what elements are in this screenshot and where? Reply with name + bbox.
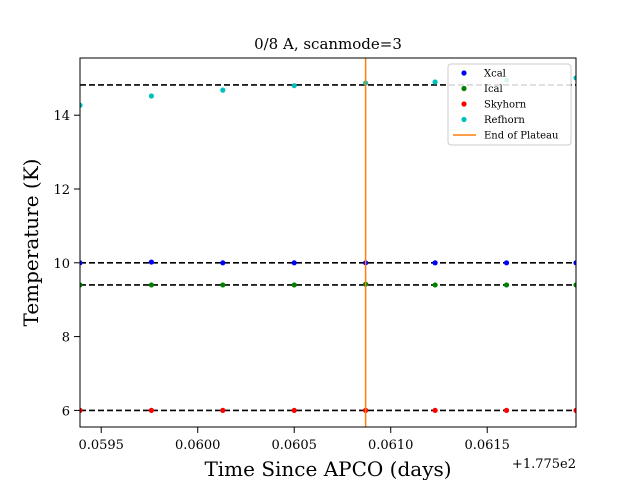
data-point-ical xyxy=(432,282,438,288)
x-tick-label: 0.0600 xyxy=(175,438,221,453)
y-tick-label: 10 xyxy=(53,257,70,272)
x-tick-label: 0.0610 xyxy=(368,438,414,453)
data-point-ical xyxy=(503,282,510,288)
data-point-xcal xyxy=(432,260,438,266)
data-point-skyhorn xyxy=(432,407,438,413)
data-point-skyhorn xyxy=(220,407,226,413)
legend-label: End of Plateau xyxy=(484,131,559,142)
legend-marker xyxy=(461,101,467,107)
legend-marker xyxy=(461,70,467,76)
data-point-xcal xyxy=(573,260,576,266)
legend-label: Refhorn xyxy=(484,115,525,126)
legend-label: Skyhorn xyxy=(484,100,527,111)
data-point-refhorn xyxy=(432,79,438,85)
data-point-xcal xyxy=(503,260,510,266)
data-point-ical xyxy=(291,282,297,288)
data-point-skyhorn xyxy=(503,407,510,413)
legend-marker xyxy=(461,85,467,92)
legend-box xyxy=(447,63,572,146)
legend-label: Ical xyxy=(484,84,503,95)
data-point-skyhorn xyxy=(573,407,576,413)
y-tick-label: 6 xyxy=(62,404,70,419)
data-point-refhorn xyxy=(80,102,83,108)
legend-label: Xcal xyxy=(484,69,506,80)
data-point-skyhorn xyxy=(291,407,297,413)
x-tick-label: 0.0595 xyxy=(78,438,124,453)
data-point-xcal xyxy=(148,259,155,265)
plot-frame xyxy=(79,57,577,428)
data-point-ical xyxy=(148,282,155,288)
data-point-refhorn xyxy=(220,87,226,93)
data-point-xcal xyxy=(291,260,297,266)
data-point-refhorn xyxy=(148,93,155,99)
x-axis-label: Time Since APCO (days) xyxy=(204,457,451,480)
x-tick-label: 0.0605 xyxy=(271,438,317,453)
plot-area xyxy=(80,58,576,427)
data-point-skyhorn xyxy=(80,407,83,413)
x-axis-offset-label: +1.775e2 xyxy=(512,457,576,472)
y-tick-label: 14 xyxy=(53,109,70,124)
y-axis-label: Temperature (K) xyxy=(19,159,43,327)
chart-title: 0/8 A, scanmode=3 xyxy=(254,35,402,53)
data-point-xcal xyxy=(80,260,83,266)
data-point-xcal xyxy=(220,260,226,266)
legend: Xcal Ical Skyhorn Refhorn End of Plateau xyxy=(447,63,572,146)
x-tick-label: 0.0615 xyxy=(464,438,510,453)
data-point-refhorn xyxy=(573,75,576,81)
data-point-ical xyxy=(220,282,226,288)
data-point-ical xyxy=(573,282,576,288)
y-tick-label: 8 xyxy=(62,331,70,346)
y-tick-label: 12 xyxy=(53,183,70,198)
legend-marker xyxy=(461,116,467,123)
data-point-skyhorn xyxy=(148,407,155,413)
axis-ticks: 0.0595 0.0600 0.0605 0.0610 0.0615 6 8 10 12 14 xyxy=(53,109,510,453)
data-point-refhorn xyxy=(291,83,297,89)
data-point-ical xyxy=(80,282,83,288)
